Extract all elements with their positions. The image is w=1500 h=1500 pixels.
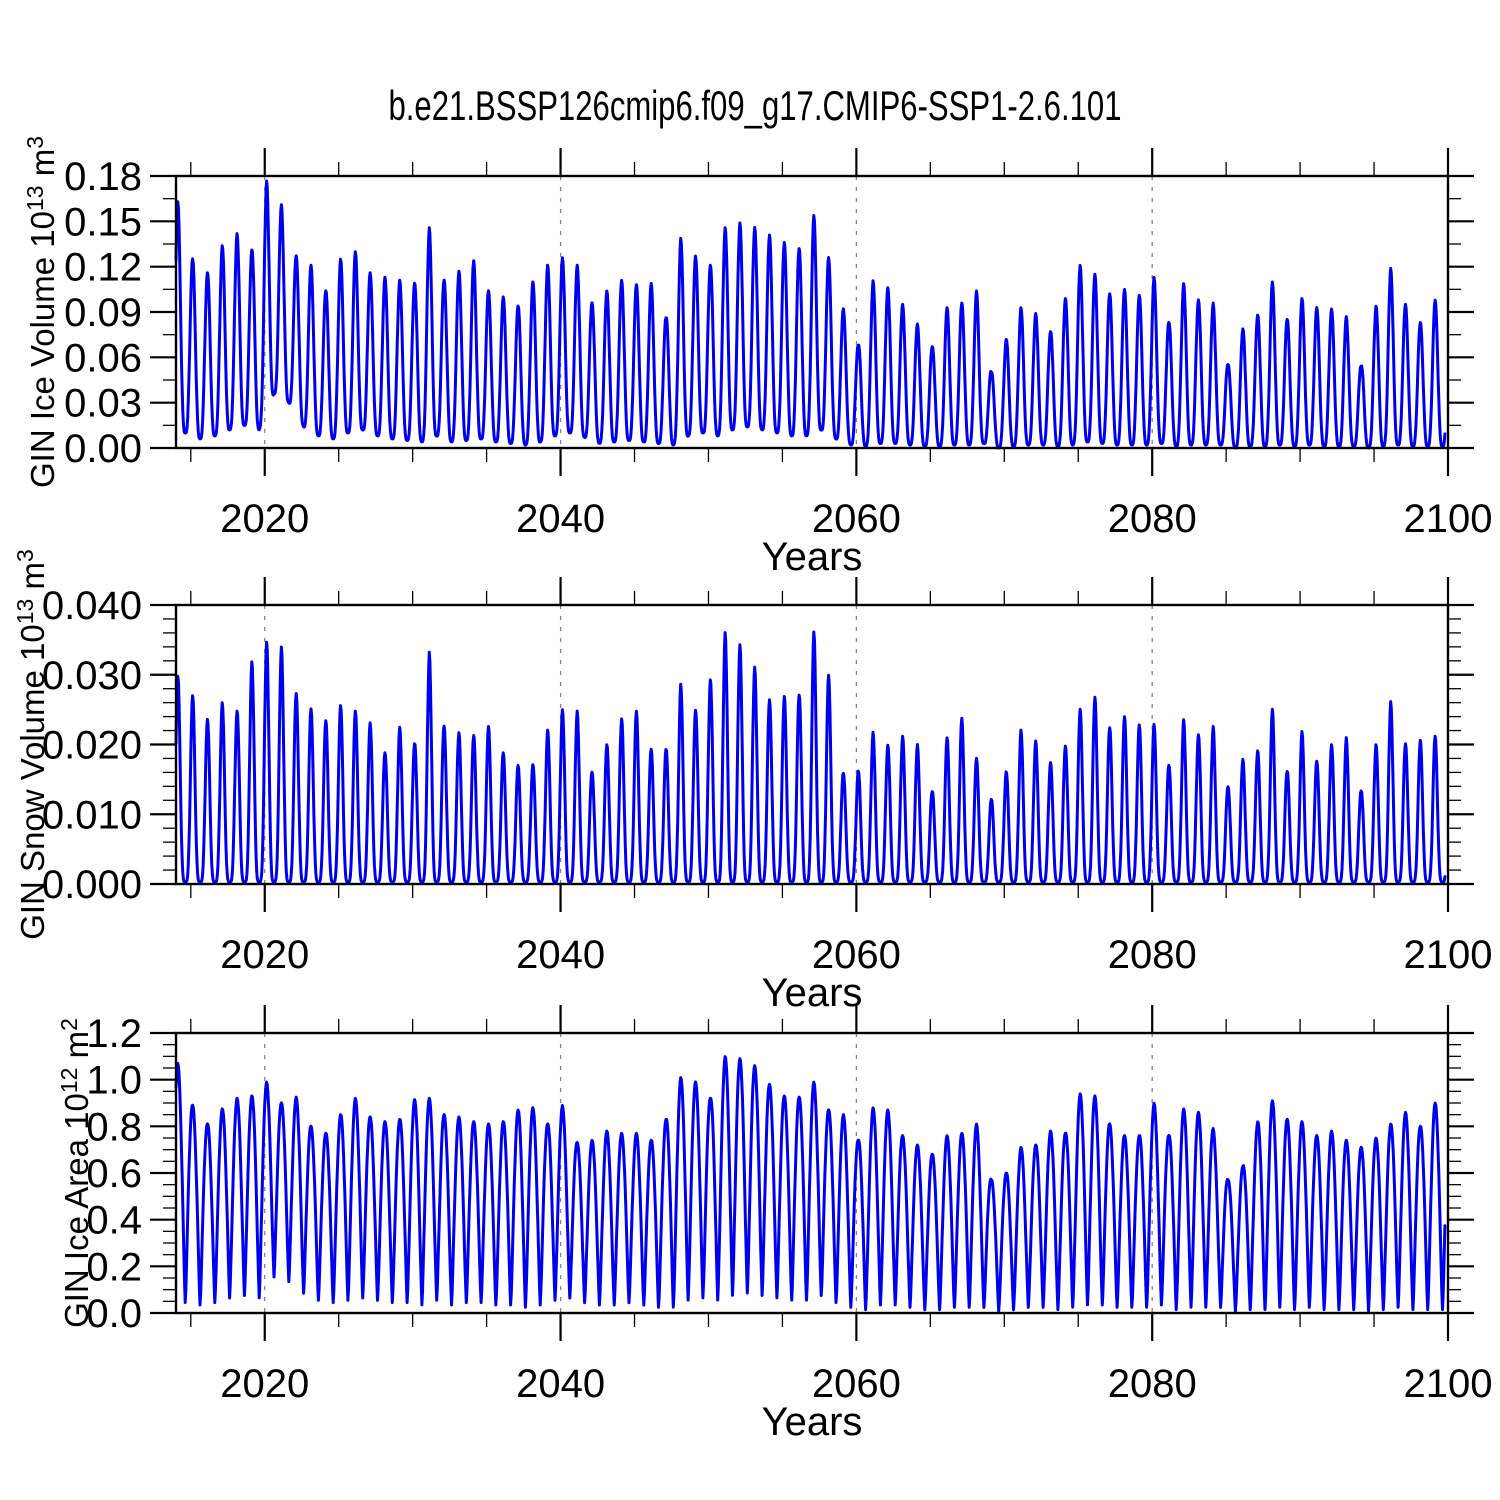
- x-axis-title: Years: [762, 1400, 863, 1444]
- y-tick-label: 0.18: [64, 155, 142, 199]
- y-tick-label: 0.00: [64, 427, 142, 471]
- x-tick-label: 2060: [812, 933, 901, 977]
- series-line-gin-ice-area: [174, 1055, 1447, 1313]
- axis-ticks: [150, 577, 1474, 912]
- y-axis-title: GIN Ice Area 1012 m2: [56, 1018, 95, 1328]
- y-tick-label: 0.000: [42, 863, 142, 907]
- x-tick-label: 2040: [516, 497, 605, 541]
- chart-title: b.e21.BSSP126cmip6.f09_g17.CMIP6-SSP1-2.…: [389, 82, 1122, 129]
- x-tick-label: 2040: [516, 1362, 605, 1406]
- y-tick-label: 0.6: [86, 1152, 142, 1196]
- y-tick-label: 0.8: [86, 1105, 142, 1149]
- y-tick-label: 0.0: [86, 1292, 142, 1336]
- y-tick-label: 0.040: [42, 584, 142, 628]
- x-tick-label: 2020: [220, 933, 309, 977]
- x-tick-label: 2040: [516, 933, 605, 977]
- y-tick-label: 1.2: [86, 1012, 142, 1056]
- series-line-gin-ice-volume: [174, 179, 1447, 450]
- x-tick-label: 2100: [1404, 497, 1493, 541]
- y-tick-label: 0.15: [64, 200, 142, 244]
- x-tick-label: 2060: [812, 497, 901, 541]
- x-tick-label: 2100: [1404, 933, 1493, 977]
- y-tick-label: 0.03: [64, 382, 142, 426]
- y-axis-title: GIN Snow Volume 1013 m3: [12, 549, 51, 940]
- x-tick-label: 2080: [1108, 933, 1197, 977]
- x-tick-label: 2060: [812, 1362, 901, 1406]
- y-axis-title: GIN Ice Volume 1013 m3: [22, 136, 61, 488]
- x-tick-label: 2020: [220, 1362, 309, 1406]
- axis-ticks: [150, 1005, 1474, 1341]
- x-axis-title: Years: [762, 535, 863, 579]
- y-tick-label: 0.4: [86, 1199, 142, 1243]
- axis-ticks: [150, 148, 1474, 476]
- panel-gin-ice-area: 0.00.20.40.60.81.01.2 2020 2040 2060 2080 210…: [56, 1005, 1492, 1444]
- x-tick-label: 2080: [1108, 497, 1197, 541]
- y-tick-label: 0.2: [86, 1245, 142, 1289]
- panels-group: 0.000.030.060.090.120.150.18 2020 2040 2060…: [12, 136, 1492, 1444]
- y-tick-label: 0.010: [42, 793, 142, 837]
- panel-gin-ice-volume: 0.000.030.060.090.120.150.18 2020 2040 2060…: [22, 136, 1492, 579]
- x-tick-label: 2100: [1404, 1362, 1493, 1406]
- x-tick-label: 2020: [220, 497, 309, 541]
- panel-gin-snow-volume: 0.000 0.010 0.020 0.030 0.040 2020 2040 2060 208…: [12, 549, 1492, 1015]
- y-tick-label: 1.0: [86, 1059, 142, 1103]
- y-tick-label: 0.12: [64, 246, 142, 290]
- y-tick-label: 0.020: [42, 724, 142, 768]
- y-tick-label: 0.030: [42, 654, 142, 698]
- x-tick-label: 2080: [1108, 1362, 1197, 1406]
- x-axis-title: Years: [762, 971, 863, 1015]
- y-tick-label: 0.09: [64, 291, 142, 335]
- series-line-gin-snow-volume: [174, 630, 1447, 884]
- y-tick-label: 0.06: [64, 336, 142, 380]
